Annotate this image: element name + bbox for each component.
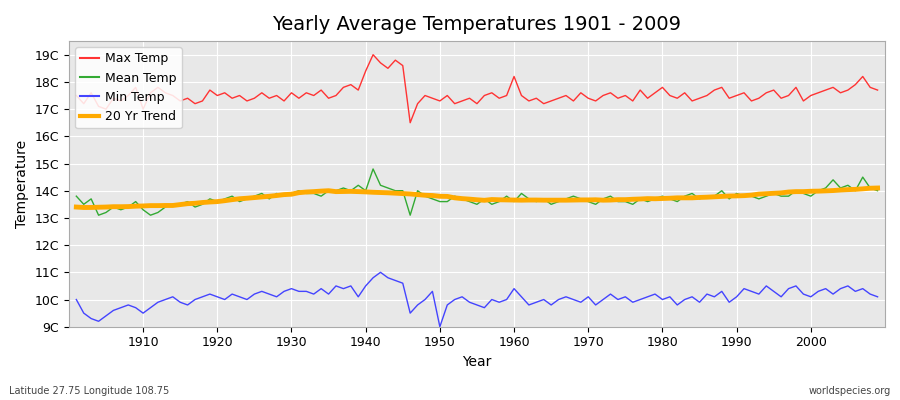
Text: worldspecies.org: worldspecies.org xyxy=(809,386,891,396)
X-axis label: Year: Year xyxy=(463,355,491,369)
Text: Latitude 27.75 Longitude 108.75: Latitude 27.75 Longitude 108.75 xyxy=(9,386,169,396)
Legend: Max Temp, Mean Temp, Min Temp, 20 Yr Trend: Max Temp, Mean Temp, Min Temp, 20 Yr Tre… xyxy=(76,47,182,128)
Y-axis label: Temperature: Temperature xyxy=(15,140,29,228)
Title: Yearly Average Temperatures 1901 - 2009: Yearly Average Temperatures 1901 - 2009 xyxy=(273,15,681,34)
